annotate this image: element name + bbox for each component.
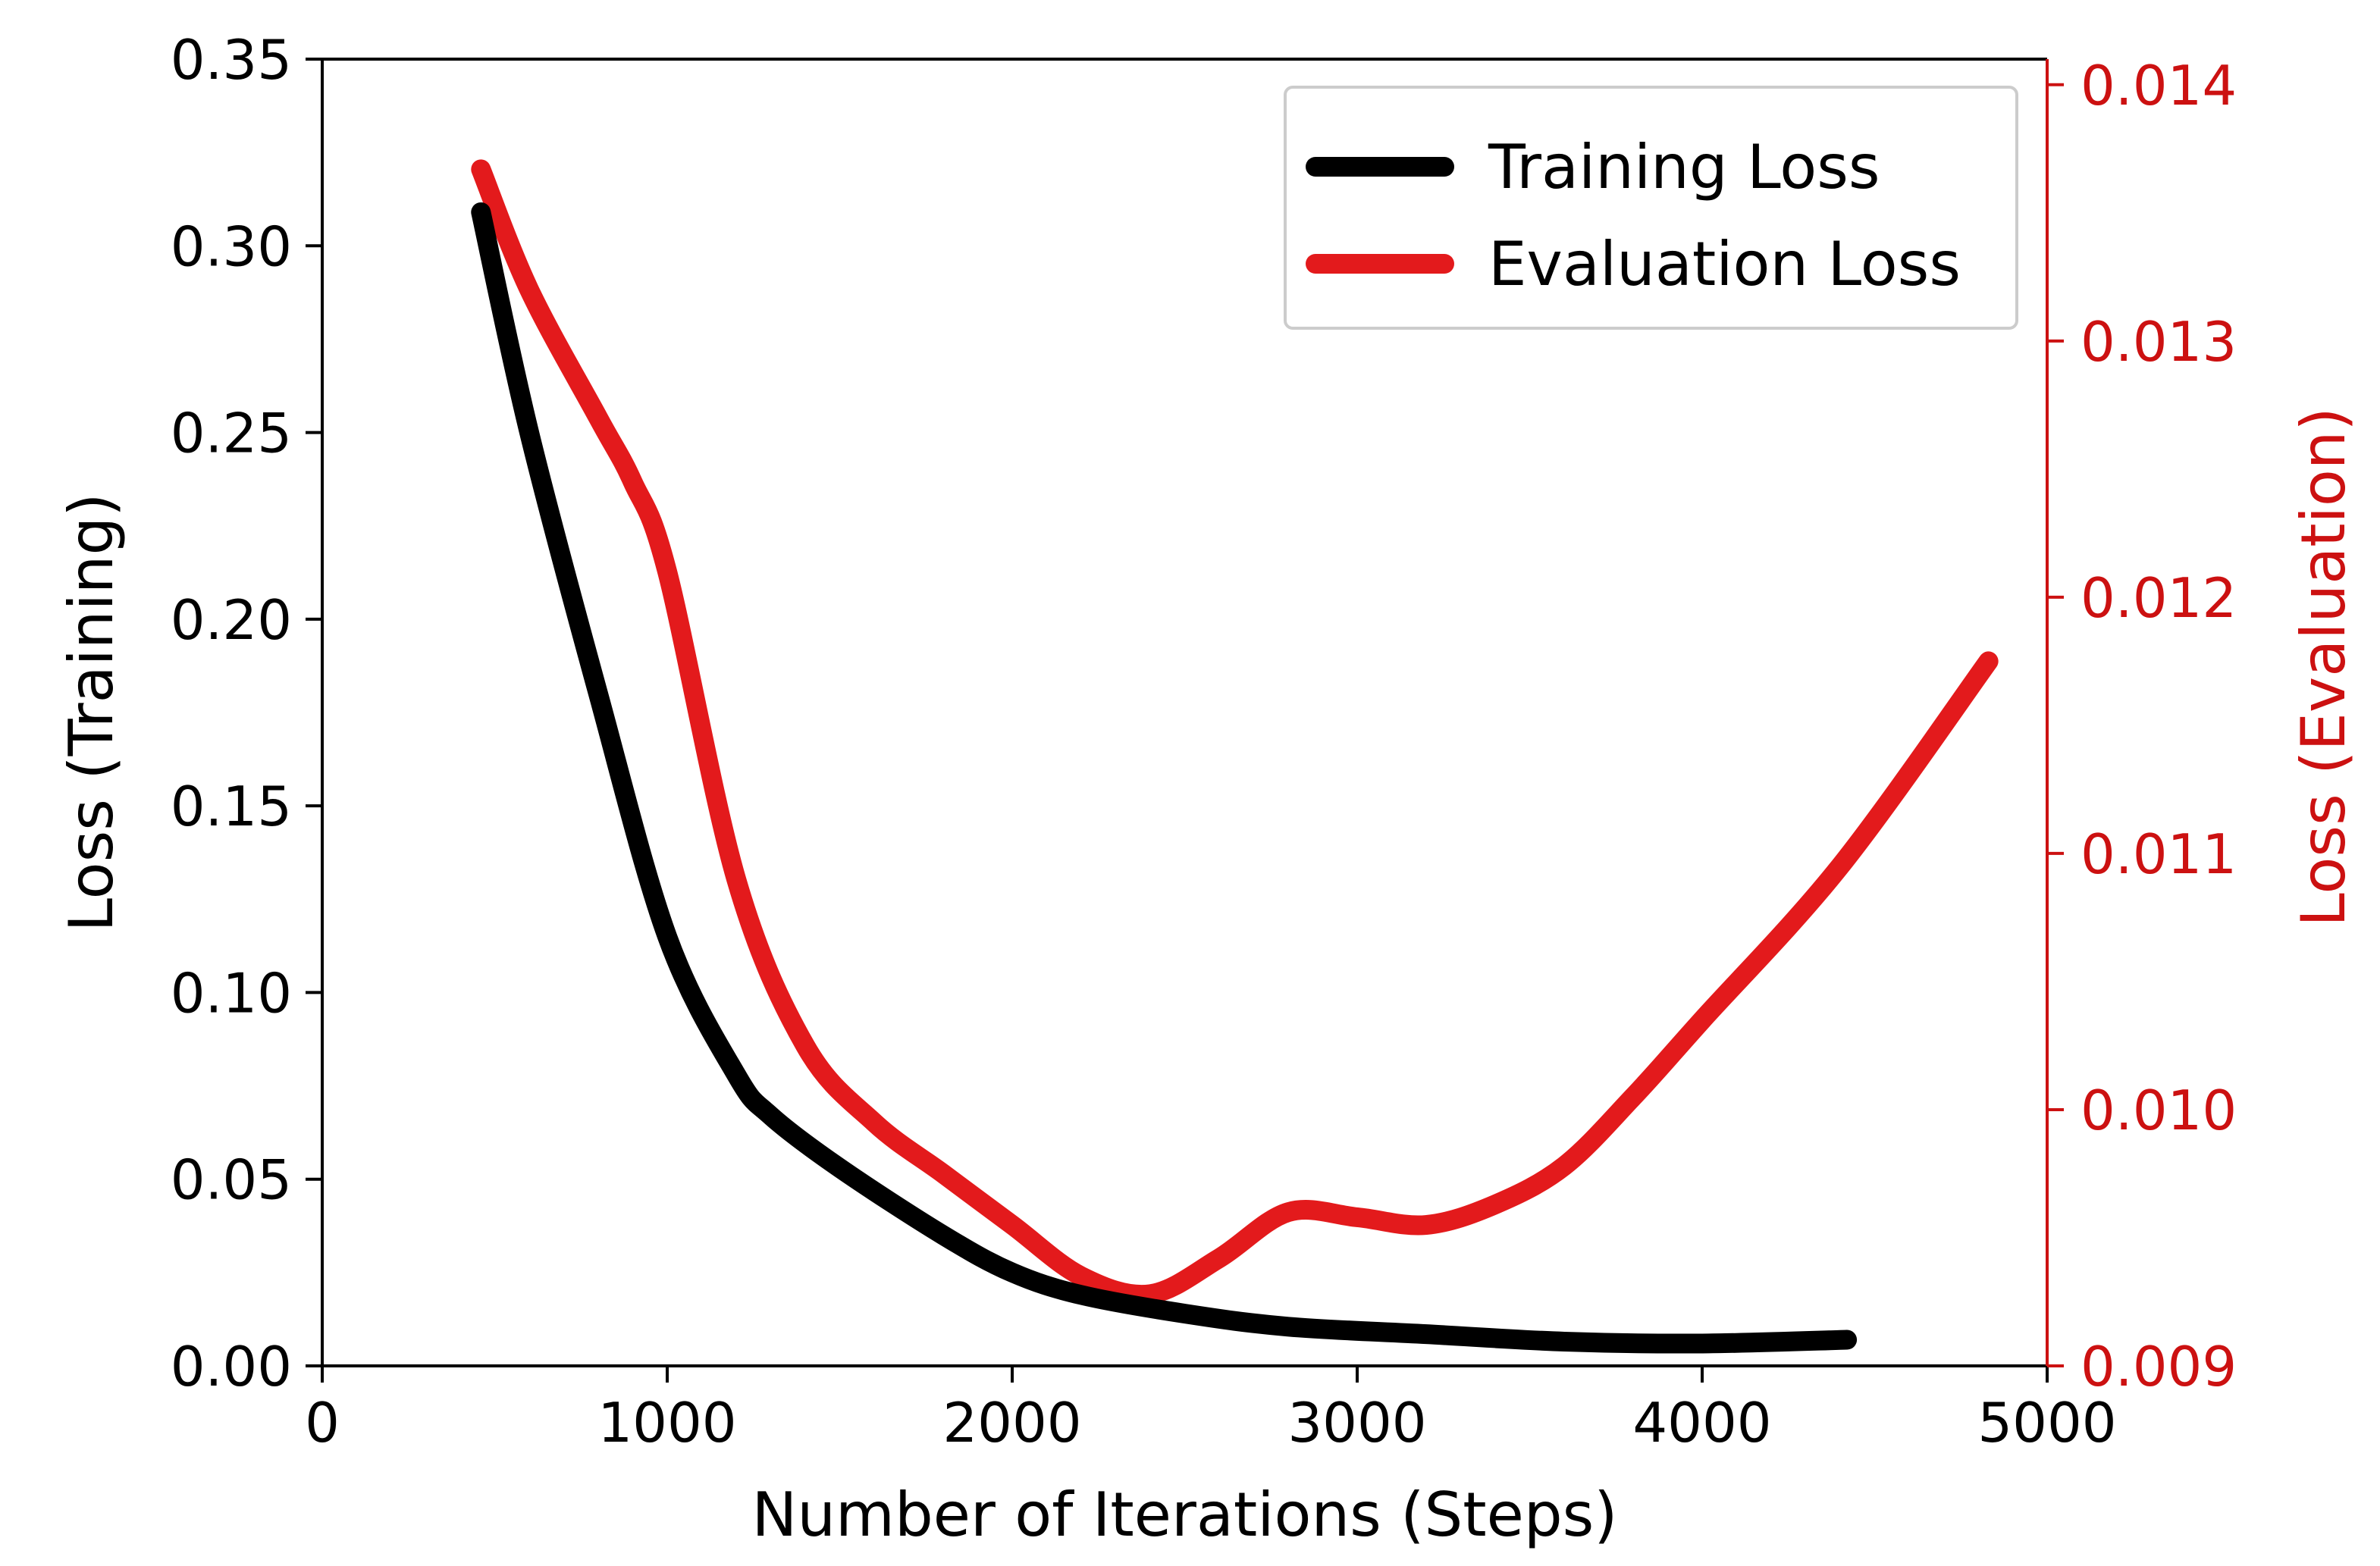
left-y-tick-label: 0.20 bbox=[171, 588, 292, 652]
axes: 0 1000 2000 3000 4000 5000 0.00 0.05 0.10 0.15 0.2… bbox=[171, 28, 2237, 1455]
left-y-tick-label: 0.30 bbox=[171, 215, 292, 278]
left-y-tick-label: 0.15 bbox=[171, 775, 292, 838]
right-y-tick-label: 0.011 bbox=[2081, 822, 2237, 886]
x-tick-label: 2000 bbox=[942, 1391, 1081, 1455]
left-y-tick-label: 0.00 bbox=[171, 1335, 292, 1398]
left-y-tick-label: 0.25 bbox=[171, 402, 292, 465]
right-y-tick-label: 0.009 bbox=[2081, 1335, 2237, 1398]
x-axis-label: Number of Iterations (Steps) bbox=[751, 1480, 1617, 1550]
legend: Training Loss Evaluation Loss bbox=[1284, 86, 2018, 330]
evaluation-loss-line bbox=[471, 159, 1999, 1305]
x-tick-label: 3000 bbox=[1287, 1391, 1426, 1455]
x-tick-label: 0 bbox=[305, 1391, 340, 1455]
left-y-tick-label: 0.10 bbox=[171, 961, 292, 1025]
right-y-tick-label: 0.012 bbox=[2081, 566, 2237, 630]
right-y-tick-label: 0.010 bbox=[2081, 1079, 2237, 1142]
legend-label-training: Training Loss bbox=[1488, 132, 1880, 202]
legend-box bbox=[1284, 86, 2018, 330]
x-tick-label: 4000 bbox=[1632, 1391, 1771, 1455]
left-y-axis-label: Loss (Training) bbox=[56, 493, 127, 932]
plot-area bbox=[471, 159, 1999, 1354]
legend-label-evaluation: Evaluation Loss bbox=[1488, 229, 1961, 299]
right-y-axis-label: Loss (Evaluation) bbox=[2288, 407, 2359, 926]
left-y-tick-label: 0.35 bbox=[171, 28, 292, 92]
training-loss-line bbox=[471, 202, 1858, 1354]
x-tick-label: 5000 bbox=[1977, 1391, 2116, 1455]
right-y-tick-label: 0.013 bbox=[2081, 310, 2237, 374]
x-tick-label: 1000 bbox=[597, 1391, 736, 1455]
left-y-tick-label: 0.05 bbox=[171, 1148, 292, 1212]
right-y-tick-label: 0.014 bbox=[2081, 54, 2237, 117]
